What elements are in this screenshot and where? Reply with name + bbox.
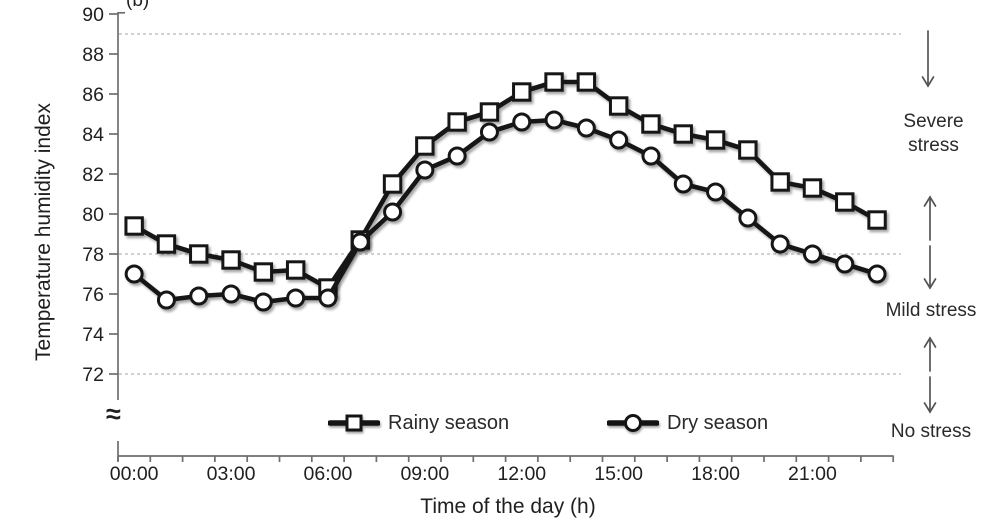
x-tick-label: 15:00	[594, 463, 643, 485]
square-marker	[156, 234, 177, 254]
severe-down-arrow	[921, 30, 935, 88]
series-line-circle	[131, 117, 880, 305]
severe-mild-up-arrow	[923, 195, 937, 241]
severe-mild-down-arrow	[923, 245, 937, 290]
x-tick-label: 06:00	[304, 463, 353, 485]
square-marker	[608, 96, 629, 116]
square-marker	[835, 192, 855, 212]
square-marker	[382, 174, 403, 194]
square-marker	[802, 178, 823, 198]
x-tick-label: 12:00	[497, 463, 546, 485]
no-stress-zone-label: No stress	[890, 421, 972, 442]
x-tick-label: 00:00	[110, 463, 159, 485]
y-tick-label: 82	[82, 164, 104, 186]
circle-marker	[124, 264, 144, 284]
mild-none-down-arrow	[923, 376, 937, 414]
square-marker	[124, 216, 144, 236]
square-marker	[415, 136, 435, 156]
x-axis-title: Time of the day (h)	[420, 495, 596, 518]
legend-label-rainy: Rainy season	[388, 411, 510, 434]
circle-marker	[673, 174, 693, 194]
square-marker	[705, 130, 726, 150]
circle-marker	[479, 122, 499, 142]
square-marker	[447, 112, 467, 132]
rainy-season-square-marker-icon	[328, 414, 380, 432]
circle-marker	[318, 288, 338, 308]
circle-marker	[706, 182, 726, 202]
square-marker	[867, 210, 887, 230]
series-square	[124, 72, 887, 298]
square-marker	[641, 114, 661, 134]
severe-stress-zone-label: Severe stress	[903, 111, 964, 156]
circle-marker	[867, 264, 887, 284]
circle-marker	[253, 292, 273, 312]
mild-none-up-arrow	[923, 336, 937, 372]
square-marker	[285, 260, 306, 280]
x-tick-label: 21:00	[788, 463, 837, 485]
y-tick-label: 86	[82, 84, 104, 106]
square-marker	[544, 72, 564, 92]
y-tick-label: 78	[82, 244, 104, 266]
x-tick-label: 09:00	[400, 463, 449, 485]
circle-marker	[447, 146, 467, 166]
square-marker	[738, 140, 758, 160]
y-tick-label: 80	[82, 204, 104, 226]
dry-season-circle-marker-icon	[607, 414, 659, 432]
circle-marker	[189, 286, 209, 306]
circle-marker	[415, 160, 435, 180]
series-line-square	[131, 79, 880, 291]
legend-item-rainy-season: Rainy season	[328, 411, 509, 435]
square-marker	[479, 102, 500, 122]
square-marker	[770, 172, 790, 192]
x-tick-label: 18:00	[691, 463, 740, 485]
square-marker	[189, 244, 209, 264]
circle-marker	[350, 232, 370, 252]
circle-marker	[738, 208, 758, 228]
y-tick-label: 74	[82, 324, 104, 346]
circle-marker	[286, 288, 306, 308]
circle-marker	[383, 202, 403, 222]
axes	[109, 11, 895, 462]
data-series	[124, 72, 887, 312]
legend-label-dry: Dry season	[667, 411, 769, 434]
threshold-gridlines	[119, 33, 901, 375]
circle-marker	[641, 146, 661, 166]
y-tick-label: 88	[82, 44, 104, 66]
circle-marker	[802, 244, 822, 264]
y-axis-title: Temperature humidity index	[32, 103, 55, 361]
y-axis-break-symbol: ≈	[106, 399, 121, 429]
square-marker	[576, 72, 597, 92]
axis-tick-labels: 90 88 86 84 82 80 78 76 74 72 00:00 03:00 06:00 09:00…	[82, 4, 837, 485]
y-tick-label: 72	[82, 364, 104, 386]
y-tick-label: 84	[82, 124, 104, 146]
circle-marker	[770, 234, 790, 254]
square-marker	[512, 82, 532, 102]
legend-item-dry-season: Dry season	[607, 411, 768, 435]
mild-stress-zone-label: Mild stress	[885, 300, 977, 321]
square-marker	[673, 124, 693, 144]
circle-marker	[609, 130, 629, 150]
square-marker	[253, 262, 274, 282]
x-tick-label: 03:00	[207, 463, 256, 485]
stress-zone-arrows	[921, 30, 937, 414]
figure-panel-label: (b)	[126, 0, 150, 11]
circle-marker	[835, 254, 855, 274]
y-tick-label: 76	[82, 284, 104, 306]
y-tick-label: 90	[82, 4, 104, 26]
square-marker	[221, 250, 241, 270]
circle-marker	[512, 112, 532, 132]
circle-marker	[544, 110, 564, 130]
circle-marker	[156, 290, 176, 310]
circle-marker	[576, 118, 596, 138]
circle-marker	[221, 284, 241, 304]
series-circle	[124, 110, 887, 312]
